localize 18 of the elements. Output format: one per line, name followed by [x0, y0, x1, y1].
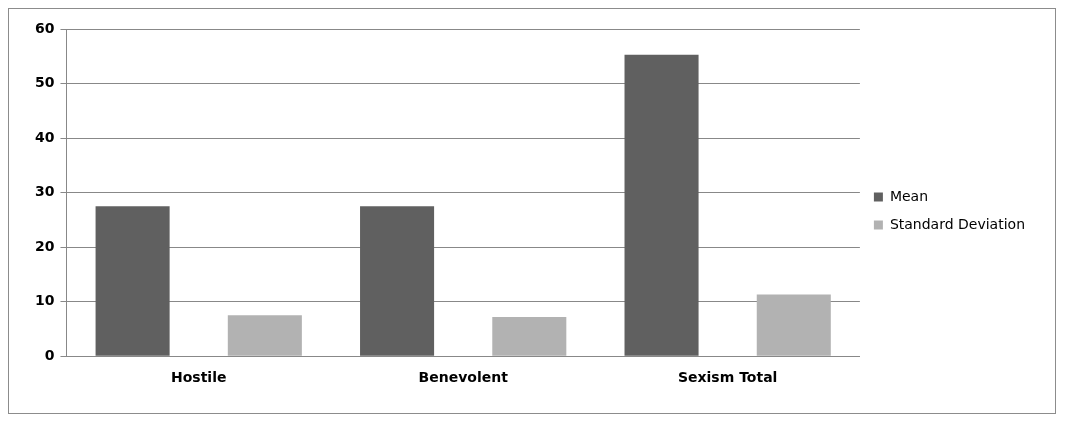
y-tick-label: 20 [35, 237, 55, 254]
x-tick-label: Sexism Total [677, 369, 778, 386]
y-tick-label: 30 [35, 183, 55, 200]
y-tick-label: 0 [44, 346, 55, 363]
legend-label: Mean [889, 187, 929, 204]
legend-label: Standard Deviation [889, 215, 1025, 232]
y-tick-label: 10 [35, 292, 55, 309]
y-tick-label: 60 [35, 19, 55, 36]
bar [624, 54, 699, 356]
bar [95, 206, 170, 356]
bar [492, 316, 567, 356]
x-tick-label: Hostile [170, 369, 227, 386]
bar [756, 294, 831, 356]
y-tick-label: 40 [35, 128, 55, 145]
y-tick-label: 50 [35, 74, 55, 91]
bar [227, 315, 302, 356]
bar [360, 206, 435, 356]
x-tick-label: Benevolent [418, 369, 509, 386]
